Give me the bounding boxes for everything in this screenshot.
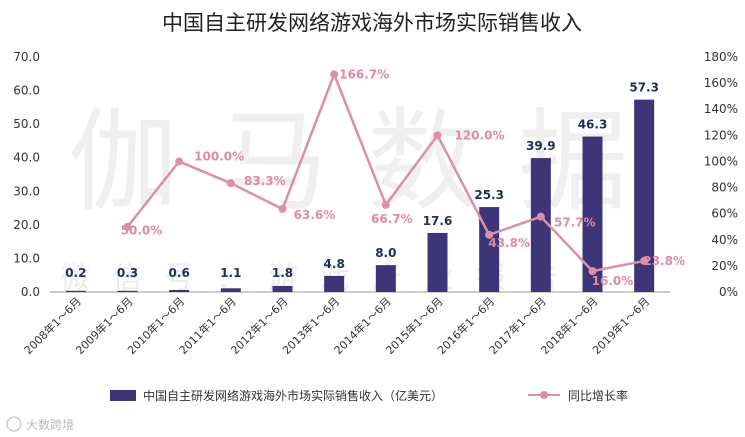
bar-series: [65, 99, 655, 292]
growth-point: [536, 212, 545, 221]
growth-point: [640, 256, 649, 265]
bar-value-label: 46.3: [578, 118, 608, 132]
left-tick-label: 10.0: [13, 251, 40, 265]
footer-logo-text: 大数跨境: [26, 417, 74, 432]
right-tick-label: 160%: [704, 76, 738, 90]
growth-point: [485, 230, 494, 239]
legend: 中国自主研发网络游戏海外市场实际销售收入（亿美元） 同比增长率: [110, 388, 628, 403]
right-tick-label: 80%: [711, 181, 738, 195]
line-labels: 50.0% 100.0%83.3% 63.6% 166.7% 66.7% 120.0% 43…: [121, 67, 685, 288]
legend-line-marker: [540, 391, 548, 399]
bar: [220, 288, 241, 292]
growth-point: [433, 131, 442, 140]
growth-value-label: 23.8%: [643, 254, 685, 268]
bar-value-label: 4.8: [324, 257, 345, 271]
left-tick-label: 70.0: [13, 50, 40, 64]
line-series: [123, 70, 649, 276]
right-tick-label: 100%: [704, 154, 738, 168]
left-tick-label: 50.0: [13, 117, 40, 131]
growth-point: [381, 200, 390, 209]
growth-value-label: 63.6%: [294, 208, 336, 222]
right-tick-label: 140%: [704, 102, 738, 116]
watermark-sub: 微信号：游戏产业报告: [60, 261, 580, 296]
right-tick-label: 40%: [711, 233, 738, 247]
growth-point: [330, 70, 339, 79]
bar-value-label: 0.3: [117, 266, 138, 280]
right-axis: 0% 20% 40% 60% 80% 100% 120% 140% 160% 180%: [704, 50, 738, 299]
growth-value-label: 16.0%: [592, 274, 634, 288]
right-tick-label: 120%: [704, 128, 738, 142]
growth-value-label: 66.7%: [371, 212, 413, 226]
bar: [65, 290, 86, 292]
left-tick-label: 60.0: [13, 84, 40, 98]
legend-bar-label: 中国自主研发网络游戏海外市场实际销售收入（亿美元）: [143, 388, 443, 403]
left-tick-label: 0.0: [21, 285, 40, 299]
left-tick-label: 20.0: [13, 218, 40, 232]
right-tick-label: 20%: [711, 259, 738, 273]
bar-labels: 0.2 0.3 0.6 1.1 1.8 4.8 8.0 17.6 25.3 39.9 46.3 57.…: [65, 81, 659, 280]
bar-value-label: 0.2: [65, 266, 86, 280]
bar-value-label: 1.8: [272, 266, 293, 280]
bar-value-label: 1.1: [220, 266, 241, 280]
bar: [530, 158, 551, 292]
bar-value-label: 39.9: [526, 139, 556, 153]
legend-line-label: 同比增长率: [568, 388, 628, 403]
bar: [427, 232, 448, 292]
bar-value-label: 17.6: [423, 214, 453, 228]
growth-value-label: 83.3%: [244, 174, 286, 188]
bar-value-label: 57.3: [629, 81, 659, 95]
left-tick-label: 30.0: [13, 184, 40, 198]
left-axis: 0.0 10.0 20.0 30.0 40.0 50.0 60.0 70.0: [13, 50, 40, 299]
bar-value-label: 8.0: [375, 246, 396, 260]
growth-point: [175, 157, 184, 166]
bar: [375, 265, 396, 292]
growth-value-label: 57.7%: [554, 216, 596, 230]
bar-value-label: 25.3: [474, 188, 504, 202]
bar: [272, 285, 293, 292]
bar: [582, 136, 603, 292]
x-axis: 2008年1～6月2009年1～6月2010年1～6月2011年1～6月2012…: [21, 294, 652, 357]
bar-value-label: 0.6: [169, 266, 190, 280]
growth-point: [226, 179, 235, 188]
bar: [634, 99, 655, 292]
footer-logo-icon: [6, 416, 22, 432]
bar: [117, 290, 138, 292]
growth-point: [588, 267, 597, 276]
right-tick-label: 60%: [711, 207, 738, 221]
chart-title: 中国自主研发网络游戏海外市场实际销售收入: [162, 11, 582, 35]
bar: [169, 289, 190, 292]
left-tick-label: 40.0: [13, 151, 40, 165]
growth-value-label: 100.0%: [194, 149, 244, 163]
growth-value-label: 120.0%: [455, 128, 505, 142]
growth-point: [278, 204, 287, 213]
right-tick-label: 0%: [719, 285, 738, 299]
growth-value-label: 50.0%: [121, 224, 163, 238]
growth-value-label: 43.8%: [488, 236, 530, 250]
footer-logo: 大数跨境: [6, 416, 74, 432]
bar: [324, 275, 345, 292]
growth-point: [123, 222, 132, 231]
legend-bar-swatch: [110, 390, 136, 401]
right-tick-label: 180%: [704, 50, 738, 64]
bar: [479, 207, 500, 292]
growth-value-label: 166.7%: [339, 67, 389, 81]
